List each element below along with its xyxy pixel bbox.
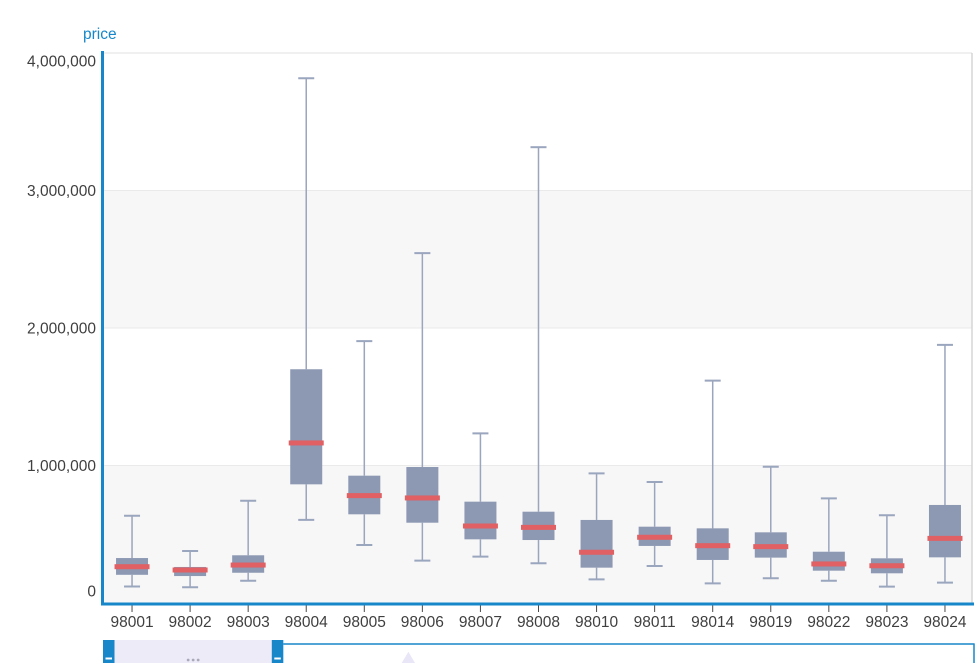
x-tick-label: 98002 [169,614,212,631]
x-tick-label: 98024 [923,614,966,631]
boxplot-98019[interactable] [753,465,789,580]
y-tick-label: 0 [87,584,96,601]
brush-drag-grip-icon [191,658,195,662]
brush-handle-right[interactable] [271,640,284,663]
median-line [521,524,556,530]
x-tick-label: 98006 [401,614,444,631]
boxplot-98001[interactable] [114,514,150,588]
x-tick-label: 98022 [807,614,850,631]
median-line [637,534,673,540]
boxplot-98014[interactable] [695,379,731,585]
boxplot-98002[interactable] [172,550,208,589]
median-line [579,549,615,555]
boxplot-98004[interactable] [288,77,324,521]
background-band [103,190,972,328]
median-line [753,544,789,550]
median-line [811,561,847,567]
median-line [927,535,963,541]
median-line [462,523,498,529]
brush-selection[interactable] [103,640,284,663]
boxplot-98007[interactable] [462,432,498,558]
x-tick-label: 98019 [749,614,792,631]
boxplot-98011[interactable] [637,481,673,568]
x-tick-label: 98007 [459,614,502,631]
median-line [695,543,731,549]
brush-handle-rect[interactable] [103,640,115,663]
median-line [230,562,266,568]
boxplot-98008[interactable] [521,146,556,565]
iqr-box[interactable] [812,551,845,571]
median-line [114,564,150,570]
x-tick-label: 98014 [691,614,734,631]
boxplot-98006[interactable] [404,252,440,562]
iqr-box[interactable] [928,504,961,558]
median-line [869,563,905,569]
boxplot-98022[interactable] [811,497,847,582]
x-tick-label: 98008 [517,614,560,631]
median-line [172,567,208,573]
x-tick-label: 98004 [285,614,328,631]
median-line [288,440,324,446]
iqr-box[interactable] [464,501,497,540]
brush-handle-grip-icon [105,657,112,660]
x-tick-label: 98011 [634,614,676,631]
median-line [404,495,440,501]
y-tick-label: 2,000,000 [27,321,96,338]
x-tick-label: 98003 [227,614,270,631]
tooltip-arrow-icon [401,651,415,663]
brush-drag-grip-icon [196,658,200,662]
x-tick-label: 98023 [865,614,908,631]
brush-drag-grip-icon [186,658,190,662]
boxplot-98005[interactable] [346,340,382,546]
x-range-brush[interactable] [103,640,975,663]
x-tick-label: 98010 [575,614,618,631]
brush-handle-rect[interactable] [271,640,284,663]
iqr-box[interactable] [580,519,613,568]
y-tick-label: 4,000,000 [27,54,96,71]
x-tick-label: 98005 [343,614,386,631]
brush-handle-grip-icon [274,657,281,660]
boxplot-98024[interactable] [927,343,963,584]
median-line [346,493,382,499]
brush-handle-left[interactable] [103,640,115,663]
iqr-box[interactable] [290,369,323,485]
y-tick-label: 3,000,000 [27,183,96,200]
x-tick-label: 98001 [110,614,153,631]
y-axis-title: price [83,26,117,43]
iqr-box[interactable] [406,467,439,523]
boxplot-98010[interactable] [579,472,615,581]
y-tick-label: 1,000,000 [27,458,96,475]
boxplot-98003[interactable] [230,499,266,582]
boxplot-98023[interactable] [869,514,905,588]
